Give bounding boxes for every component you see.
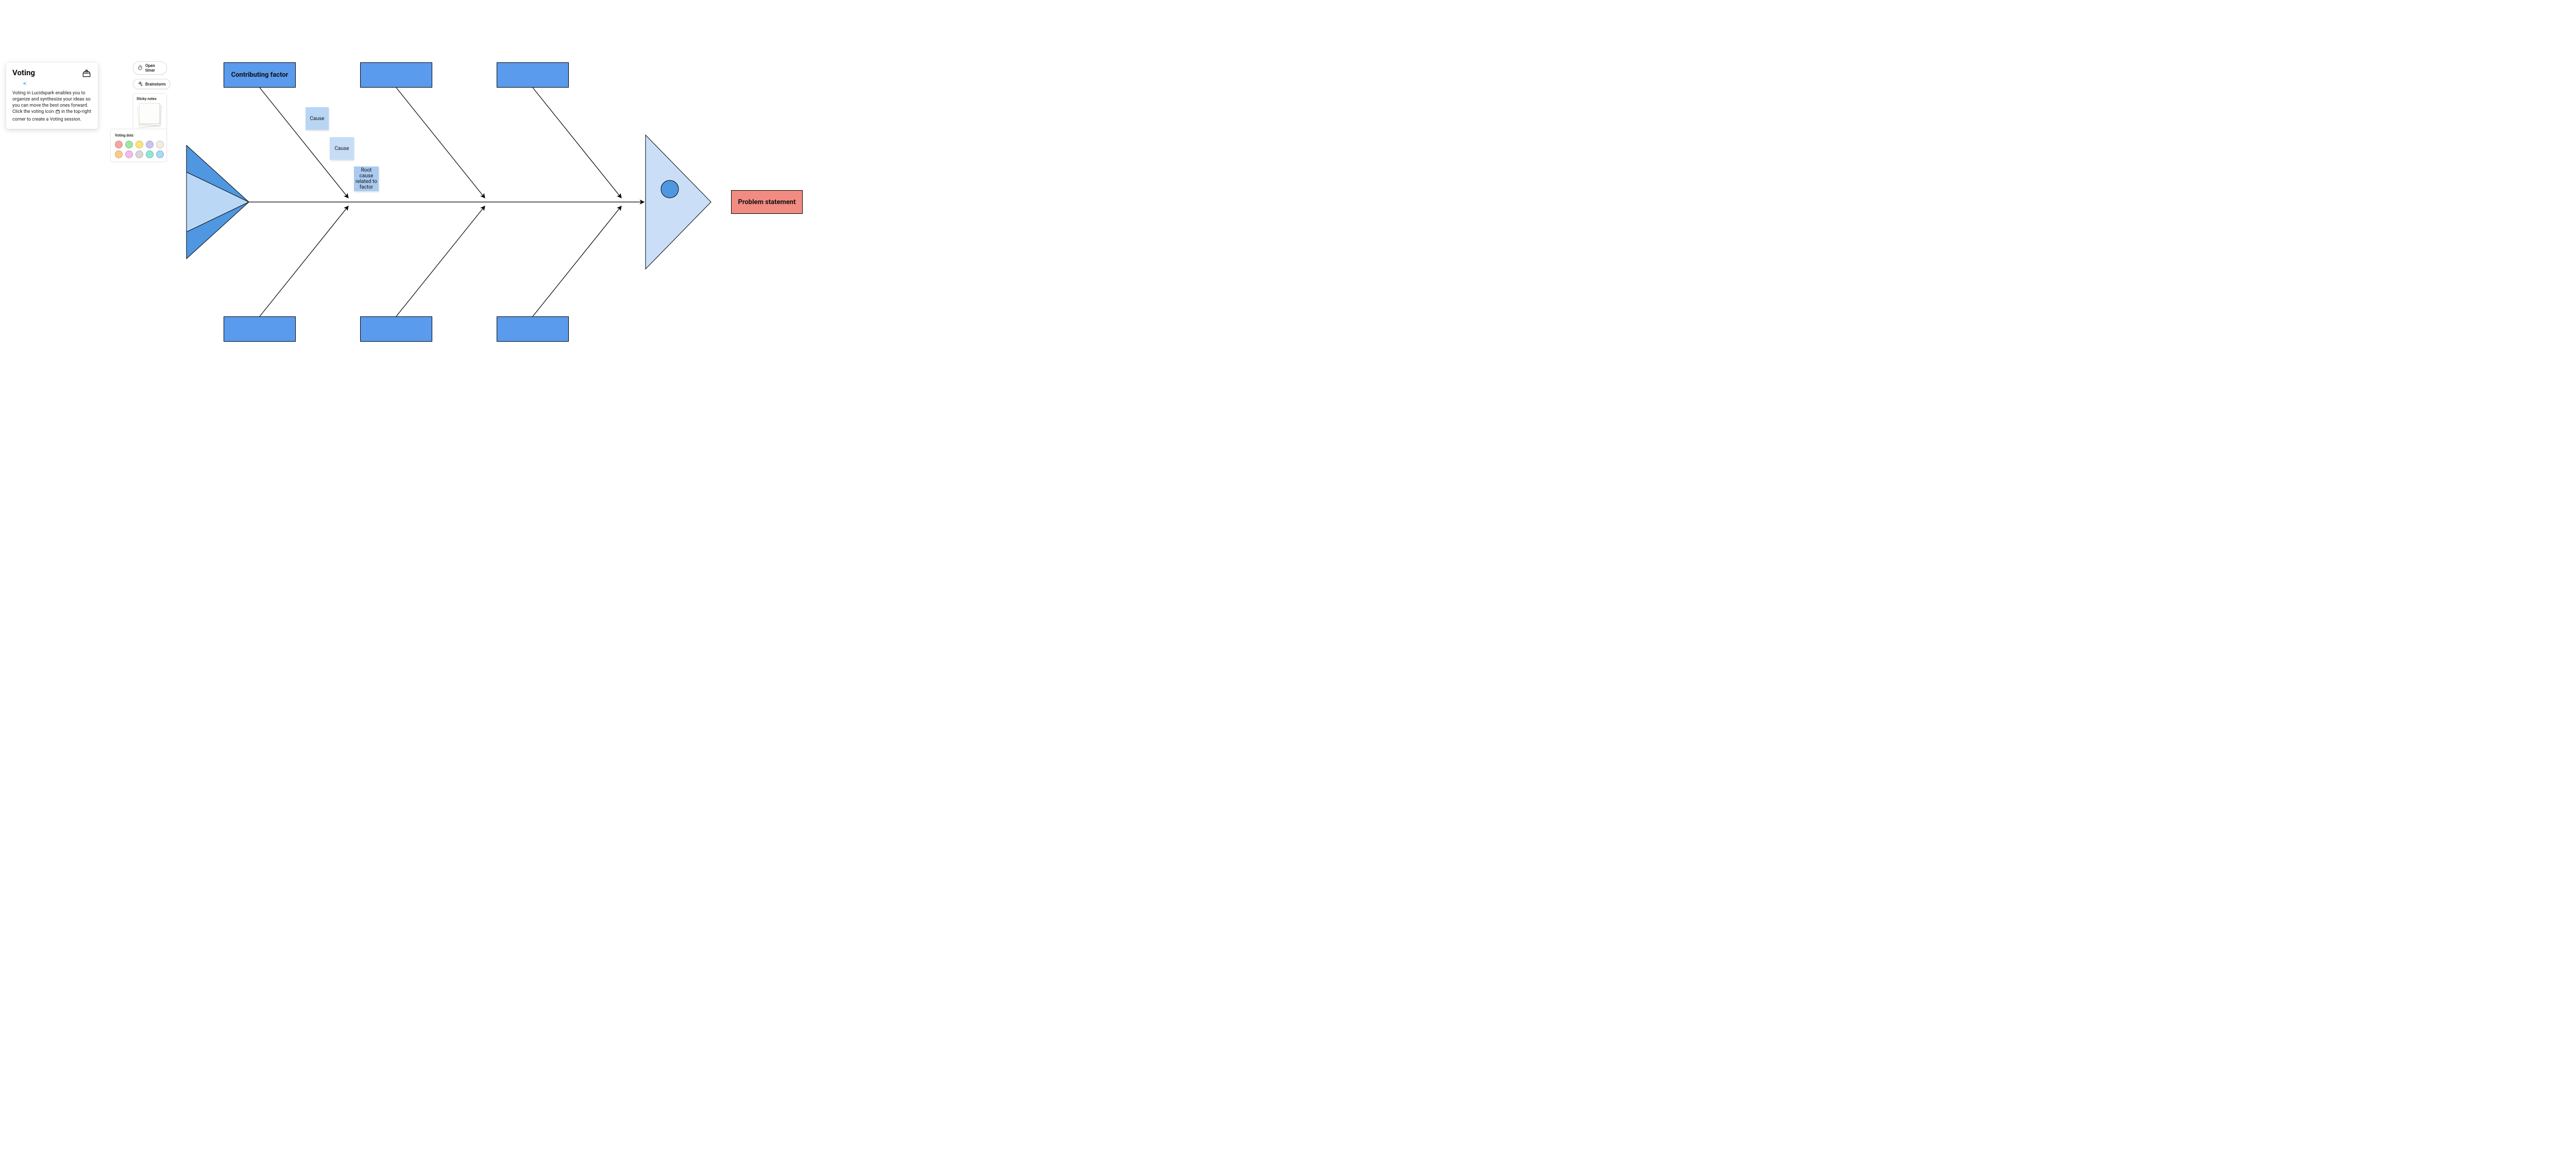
contributing-factor-box[interactable] [360,316,432,342]
cause-sticky-note[interactable]: Cause [306,107,329,130]
fish-bone [533,206,621,316]
fish-eye [661,180,679,198]
contributing-factor-box[interactable] [224,316,296,342]
cause-sticky-note[interactable]: Cause [330,137,354,160]
fish-bone [260,206,348,316]
contributing-factor-box[interactable] [497,62,569,88]
problem-statement-box[interactable]: Problem statement [731,190,803,214]
cause-sticky-note[interactable]: Root cause related to factor [354,166,379,191]
fish-bone [396,88,485,198]
contributing-factor-box[interactable] [497,316,569,342]
fishbone-diagram[interactable] [0,0,803,348]
fish-bone [533,88,621,198]
fish-head [646,135,711,269]
fish-bone [396,206,485,316]
contributing-factor-box[interactable]: Contributing factor [224,62,296,88]
contributing-factor-box[interactable] [360,62,432,88]
